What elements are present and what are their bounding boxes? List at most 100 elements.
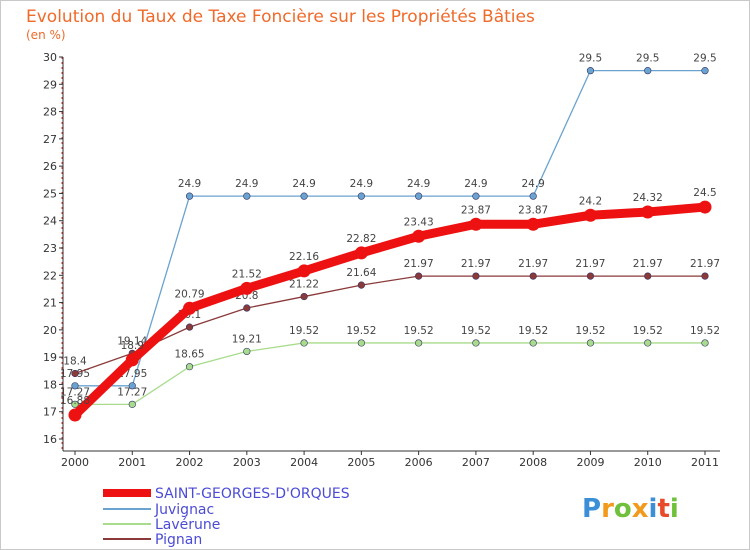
x-tick-label: 2002 [176,456,204,469]
data-label: 29.5 [636,53,659,65]
x-tick-label: 2010 [634,456,662,469]
data-point [240,281,254,295]
data-label: 21.97 [404,258,434,270]
legend-label: Lavérune [155,517,220,533]
data-label: 17.27 [117,386,147,398]
data-label: 19.52 [690,325,720,337]
legend-label: Juvignac [154,502,214,518]
series-line [74,69,706,387]
data-label: 18.9 [121,340,144,352]
x-tick-label: 2009 [576,456,604,469]
data-point [243,192,251,200]
series-line [74,342,706,405]
series-layer: 17.9517.9524.924.924.924.924.924.924.929… [60,53,720,422]
data-label: 19.21 [232,333,262,345]
data-label: 17.27 [60,386,90,398]
data-point [529,339,537,347]
x-tick-label: 2007 [462,456,490,469]
data-point [644,339,652,347]
data-point [357,192,365,200]
data-point [472,339,480,347]
proxiti-logo: Proxiti [582,494,679,524]
data-label: 23.87 [461,204,491,216]
data-label: 23.43 [404,216,434,228]
data-label: 29.5 [693,53,716,65]
y-tick-label: 19 [43,351,57,364]
x-tick-label: 2008 [519,456,547,469]
x-tick-label: 2006 [405,456,433,469]
data-point [529,192,537,200]
data-label: 19.52 [289,325,319,337]
data-point [415,192,423,200]
data-label: 24.9 [235,178,258,190]
unit-label: (en %) [26,28,66,42]
data-point [300,339,308,347]
data-point [529,272,537,280]
y-tick-label: 18 [43,378,57,391]
y-tick-label: 17 [43,406,57,419]
series-3: 17.27 17.27 18.65 19.21 19.52 19.52 19.52 19.52… [60,325,720,408]
data-label: 19.14 [117,335,147,347]
data-label: 24.9 [350,178,373,190]
data-point [185,192,194,200]
data-point [415,339,423,347]
data-label: 24.9 [178,178,201,190]
data-point [415,272,423,280]
data-label: 24.9 [464,178,487,190]
data-label: 19.52 [575,325,605,337]
data-point [701,67,709,75]
data-point [71,382,79,390]
x-tick-label: 2001 [118,456,146,469]
data-label: 22.82 [346,233,376,245]
data-point [701,339,709,347]
y-tick-label: 26 [43,160,57,173]
data-point [297,264,311,278]
y-tick-label: 23 [43,242,57,255]
data-point [586,272,595,280]
series-1: 16.88 18.9 20.79 21.52 22.16 22.82 23.43 23.87 2… [60,187,717,422]
data-point [701,272,709,280]
y-tick-label: 30 [43,51,57,64]
data-point [300,292,308,301]
axes: 16 17 18 19 20 21 22 23 24 25 26 27 28 29 30 2000 2001 20… [43,51,720,469]
series-line [70,202,710,420]
data-point [183,301,197,315]
data-point [185,323,194,331]
data-label: 18.65 [175,349,205,361]
y-tick-label: 25 [43,187,57,200]
data-label: 19.52 [633,325,663,337]
data-label: 24.9 [407,178,430,190]
data-label: 21.97 [633,258,663,270]
data-point [644,272,652,280]
legend-label: Pignan [155,532,202,548]
chart-title: Evolution du Taux de Taxe Foncière sur l… [26,7,535,27]
data-label: 22.16 [289,251,319,263]
x-tick-label: 2011 [691,456,719,469]
data-point [698,200,712,214]
data-label: 29.5 [579,53,602,65]
data-point [128,400,136,408]
y-tick-label: 28 [43,106,57,119]
data-label: 16.88 [60,395,90,407]
data-point [71,400,79,408]
data-point [354,246,368,260]
data-point [125,353,139,367]
data-label: 24.9 [521,178,544,190]
data-point [583,208,597,222]
data-point [128,382,136,390]
data-point [71,369,79,378]
data-point [469,217,483,231]
data-label: 21.97 [575,258,605,270]
data-label: 24.9 [292,178,315,190]
data-point [243,347,251,356]
y-tick-label: 24 [43,215,57,228]
data-label: 24.5 [693,187,716,199]
data-point [644,67,652,75]
data-label: 20.79 [175,288,205,300]
legend: SAINT-GEORGES-D'ORQUESJuvignacLavérunePi… [103,486,350,548]
data-label: 23.87 [518,204,548,216]
logo-text: Proxiti [582,494,679,524]
